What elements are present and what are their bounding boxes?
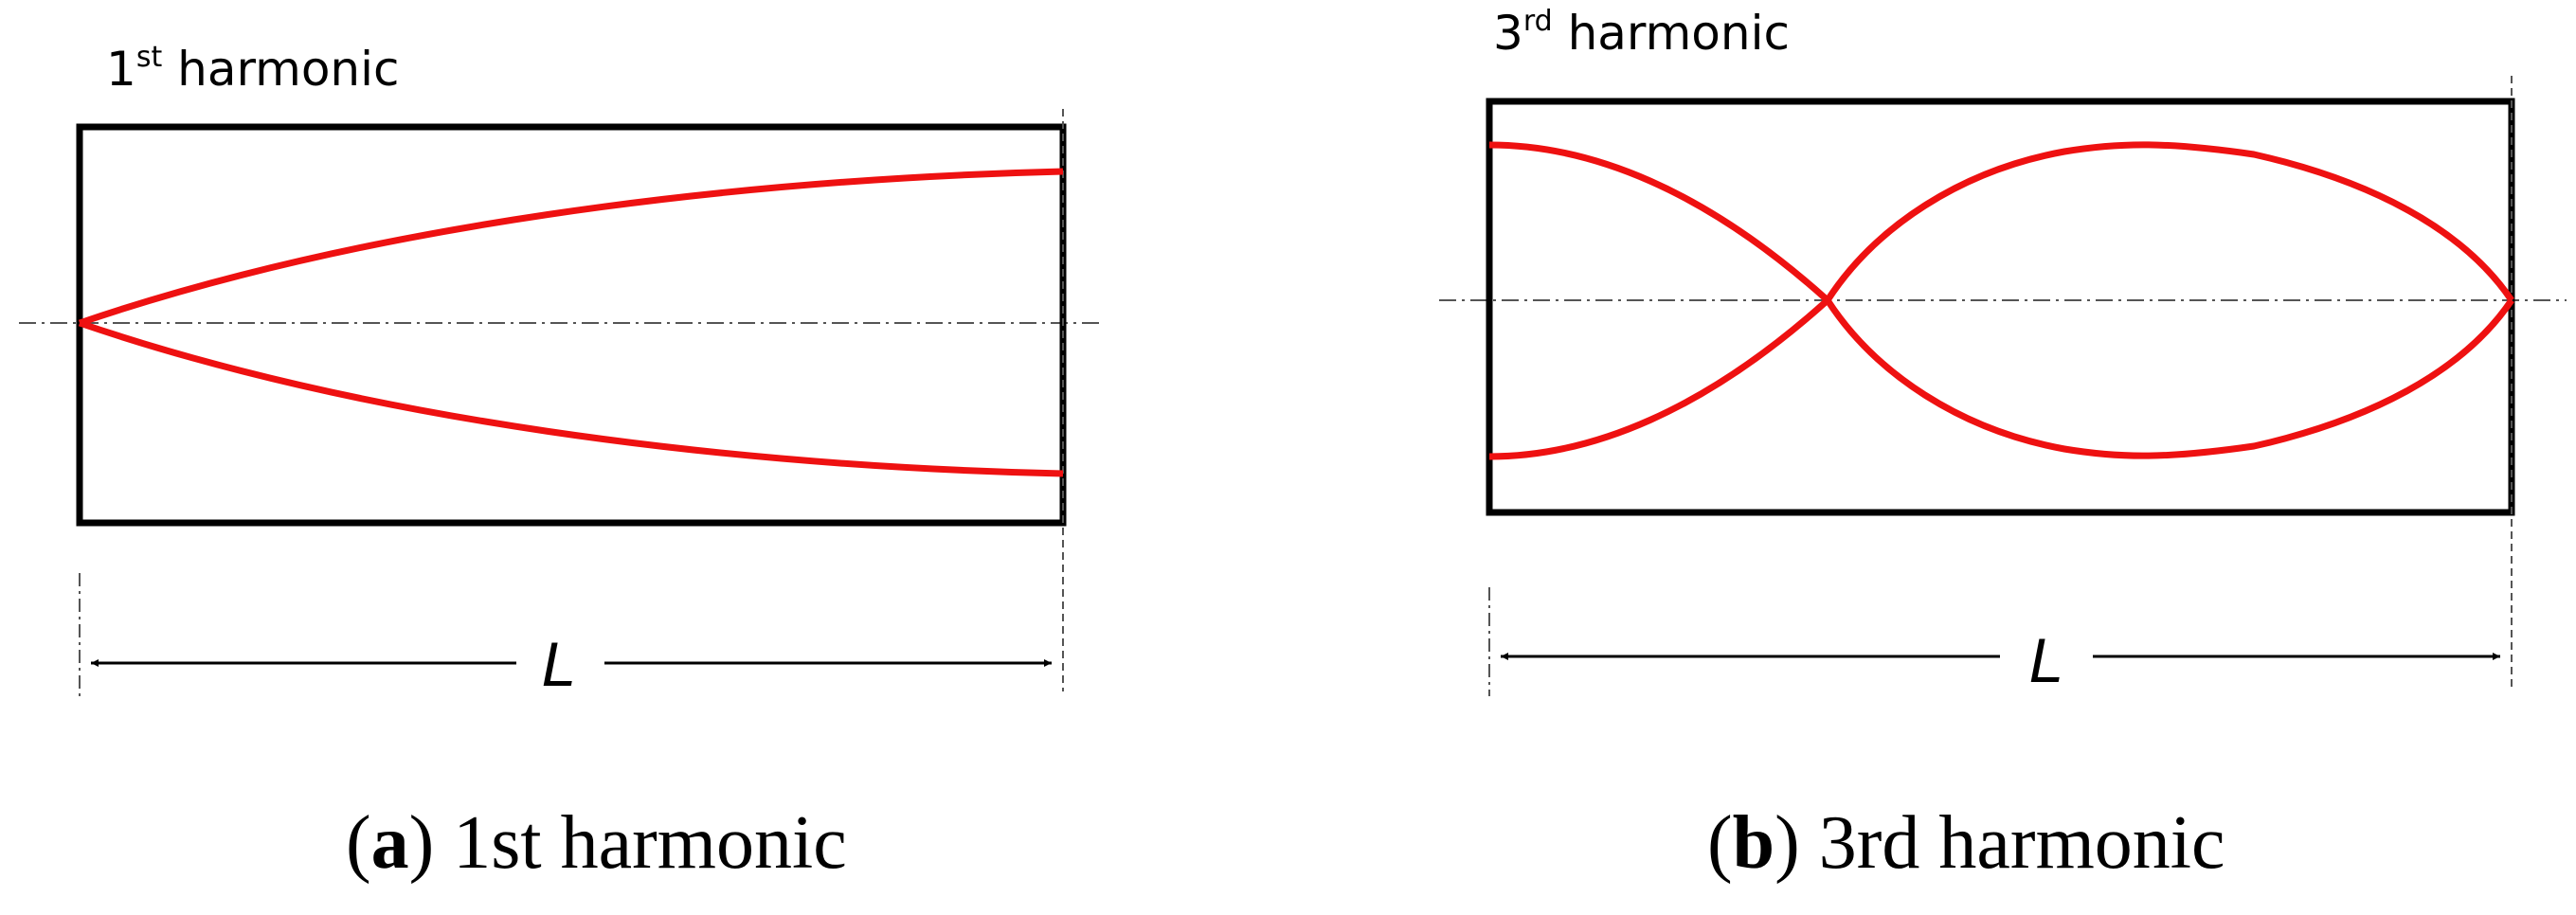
caption-open: ( [346, 801, 371, 885]
length-label: L [541, 629, 577, 699]
mode-shape-lower [1488, 296, 2514, 460]
mode-diagram [1439, 76, 2567, 696]
caption-text: 1st harmonic [434, 801, 847, 885]
harmonic-word: harmonic [177, 42, 400, 97]
mode-diagram [19, 109, 1099, 696]
subfigure-caption: (b) 3rd harmonic [1707, 805, 2225, 881]
mode-shape-upper [1488, 141, 2514, 304]
harmonic-word: harmonic [1567, 6, 1790, 61]
beam-outline [76, 123, 1067, 527]
harmonic-label: 3rd harmonic [1493, 8, 1790, 58]
harmonic-number: 1 [106, 42, 136, 97]
caption-close: ) [408, 801, 435, 885]
caption-text: 3rd harmonic [1799, 801, 2225, 885]
length-label: L [2028, 625, 2064, 695]
mode-shape-lower [78, 319, 1064, 477]
ordinal-suffix: rd [1522, 5, 1553, 38]
harmonic-number: 3 [1493, 6, 1523, 61]
mode-shape-upper [78, 168, 1064, 327]
panel-a: 1st harmonic L (a) 1st harmonic [19, 44, 1099, 881]
caption-close: ) [1774, 801, 1800, 885]
caption-letter: a [370, 801, 409, 885]
caption-open: ( [1707, 801, 1733, 885]
beam-outline [1486, 98, 2515, 516]
panel-b: 3rd harmonic L (b) 3rd harmonic [1288, 0, 2575, 915]
ordinal-suffix: st [135, 41, 163, 74]
caption-letter: b [1732, 801, 1775, 885]
subfigure-caption: (a) 1st harmonic [346, 805, 847, 881]
harmonic-label: 1st harmonic [106, 44, 400, 94]
